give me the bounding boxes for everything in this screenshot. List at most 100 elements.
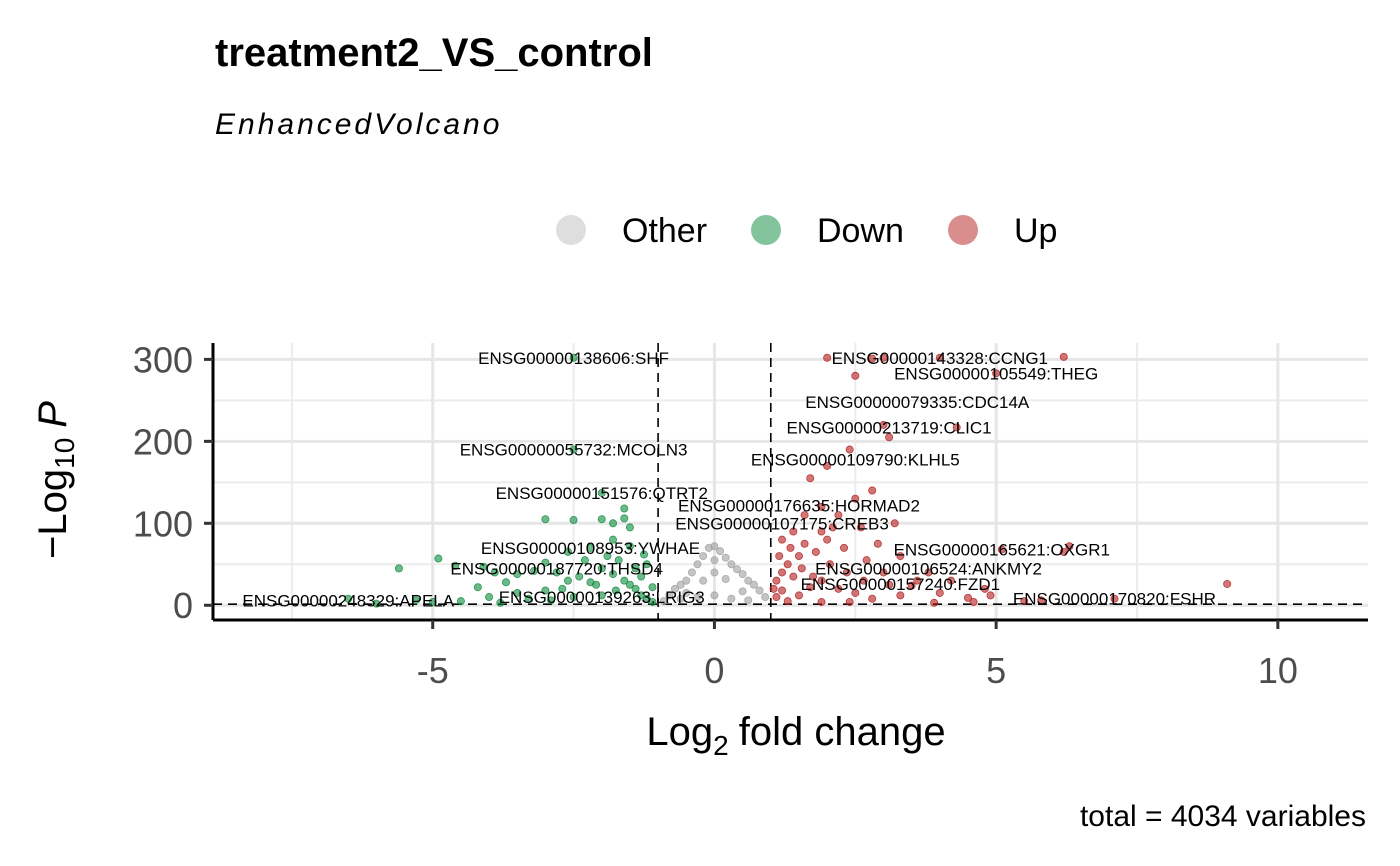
point-up (868, 486, 877, 495)
point-other (716, 547, 725, 556)
point-up (997, 545, 1006, 554)
point-up (817, 576, 826, 585)
point-up (879, 420, 888, 429)
gene-label: ENSG00000187720:THSD4 (450, 559, 663, 578)
point-up (783, 597, 792, 606)
point-other (727, 560, 736, 569)
point-up (862, 556, 871, 565)
gene-label: ENSG00000139263:LRIG3 (499, 588, 705, 607)
point-up (840, 543, 849, 552)
gene-label: ENSG00000109790:KLHL5 (751, 450, 960, 469)
point-down (625, 542, 634, 551)
y-axis-title-prefix: −Log (31, 469, 75, 559)
x-axis-title-subscript: 2 (713, 730, 729, 761)
point-up (924, 568, 933, 577)
point-down (541, 586, 550, 595)
point-up (935, 588, 944, 597)
gene-label: ENSG00000248329:APELA (242, 591, 454, 610)
point-up (896, 591, 905, 600)
point-other (721, 553, 730, 562)
point-down (530, 566, 539, 575)
gene-label: ENSG00000151576:QTRT2 (496, 484, 708, 503)
point-down (648, 597, 657, 606)
point-up (823, 461, 832, 470)
legend-key-other (556, 215, 586, 245)
y-axis-title: −Log10 P (31, 401, 80, 559)
point-down (558, 584, 567, 593)
point-down (597, 488, 606, 497)
legend: Other Down Up (556, 212, 1057, 250)
x-tick-label: 10 (1258, 650, 1298, 691)
point-down (501, 578, 510, 587)
point-down (541, 558, 550, 567)
point-up (980, 584, 989, 593)
point-up (806, 474, 815, 483)
point-up (806, 583, 815, 592)
point-up (809, 572, 818, 581)
point-up (797, 564, 806, 573)
point-up (868, 594, 877, 603)
point-other (693, 560, 702, 569)
point-up (825, 560, 834, 569)
x-axis-title-prefix: Log (646, 710, 713, 754)
point-other (699, 552, 708, 561)
point-up (935, 353, 944, 362)
point-up (879, 353, 888, 362)
point-up (969, 597, 978, 606)
point-other (710, 591, 719, 600)
point-down (563, 547, 572, 556)
point-up (800, 539, 809, 548)
point-down (597, 515, 606, 524)
point-up (1110, 594, 1119, 603)
gene-label: ENSG00000106524:ANKMY2 (815, 559, 1042, 578)
point-down (451, 561, 460, 570)
point-down (640, 550, 649, 559)
point-down (592, 580, 601, 589)
point-up (859, 576, 868, 585)
point-up (885, 580, 894, 589)
chart-subtitle: EnhancedVolcano (215, 108, 502, 141)
point-down (631, 584, 640, 593)
point-other (682, 576, 691, 585)
x-tick-label: 5 (986, 650, 1006, 691)
point-up (834, 584, 843, 593)
point-up (856, 523, 865, 532)
point-down (485, 593, 494, 602)
point-down (428, 597, 437, 606)
point-other (710, 568, 719, 577)
gene-labels: ENSG00000138606:SHF ENSG00000143328:CCNG1… (242, 349, 1216, 611)
point-up (992, 369, 1001, 378)
x-axis-title-text: fold change (739, 710, 946, 754)
point-down (411, 596, 420, 605)
point-up (834, 511, 843, 520)
point-up (817, 502, 826, 511)
point-up (851, 588, 860, 597)
point-other (710, 542, 719, 551)
point-other (761, 593, 770, 602)
point-up (769, 584, 778, 593)
y-tick-label: 200 (133, 421, 193, 462)
point-up (930, 598, 939, 607)
x-tick-label: 0 (704, 650, 724, 691)
point-other (744, 596, 753, 605)
point-up (845, 445, 854, 454)
point-up (778, 586, 787, 595)
point-up (823, 353, 832, 362)
point-down (580, 556, 589, 565)
point-other (676, 580, 685, 589)
point-up (778, 568, 787, 577)
gene-label: ENSG00000165621:OXGR1 (894, 541, 1110, 560)
gene-label: ENSG00000138606:SHF (478, 349, 669, 368)
point-down (456, 597, 465, 606)
point-down (496, 598, 505, 607)
point-down (648, 583, 657, 592)
point-up (913, 576, 922, 585)
point-other (699, 576, 708, 585)
gene-label: ENSG00000079335:CDC14A (805, 393, 1030, 412)
caption: total = 4034 variables (1080, 800, 1366, 833)
point-down (434, 554, 443, 563)
gene-label: ENSG00000170820:FSHR (1013, 590, 1216, 609)
points (344, 352, 1232, 608)
point-up (1037, 596, 1046, 605)
point-other (738, 570, 747, 579)
